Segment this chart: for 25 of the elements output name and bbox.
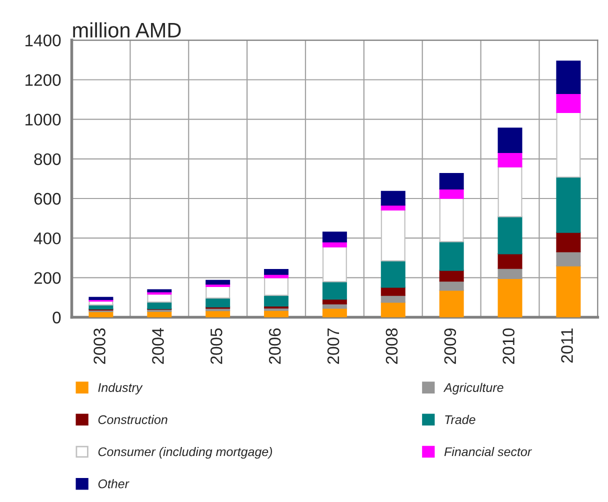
y-tick-label: 1000 [26,114,61,126]
y-tick-label: 0 [52,312,61,324]
legend-label: Construction [98,414,168,424]
legend-label: Agriculture [443,382,504,394]
x-tick-label: 2003 [94,328,106,364]
x-tick-label: 2004 [152,328,164,364]
y-tick-label: 600 [34,192,61,205]
x-tick-label: 2007 [327,328,340,364]
y-tick-label: 400 [34,232,61,244]
x-tick-label: 2006 [268,328,281,364]
legend-label: Financial sector [444,447,532,456]
x-tick-label: 2010 [502,328,514,364]
legend-label: Consumer (including mortgage) [98,447,272,459]
x-tick-label: 2008 [386,328,398,364]
x-tick-label: 2009 [444,328,456,364]
x-tick-label: 2005 [210,328,222,364]
legend-label: Industry [98,382,143,394]
x-tick-label: 2011 [561,328,573,363]
chart-title: million AMD [73,22,181,38]
legend-label: Trade [445,414,476,424]
y-tick-label: 1200 [26,74,61,86]
legend-label: Other [98,479,130,488]
y-tick-label: 200 [34,272,61,284]
y-tick-label: 800 [34,153,61,166]
y-tick-label: 1400 [26,34,61,46]
